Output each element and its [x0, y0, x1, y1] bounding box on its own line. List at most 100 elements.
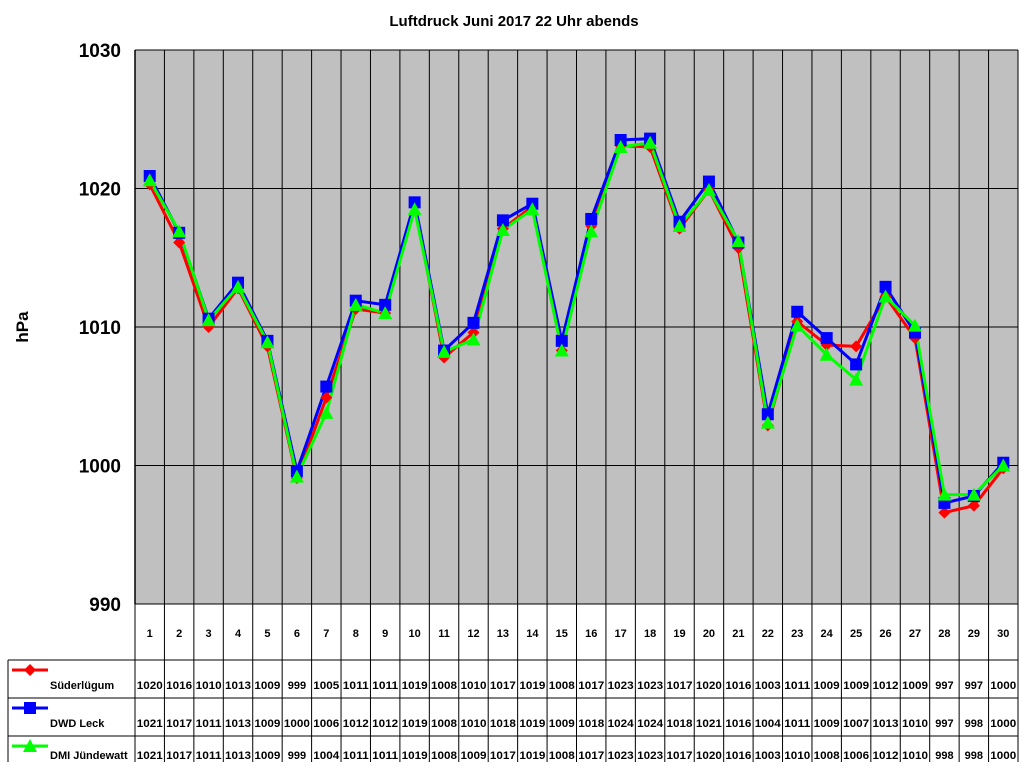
legend-label: DMI Jündewatt	[50, 750, 128, 762]
data-point-square	[585, 212, 598, 225]
data-point-diamond	[320, 391, 333, 404]
table-cell: 1011	[196, 750, 222, 762]
x-tick-label: 25	[850, 628, 862, 640]
legend-marker-square	[24, 702, 36, 714]
data-point-triangle	[731, 234, 746, 248]
x-tick-label: 13	[497, 628, 509, 640]
table-cell: 1012	[372, 718, 398, 730]
data-point-triangle	[643, 135, 658, 149]
table-cell: 1019	[402, 718, 428, 730]
data-point-square	[467, 316, 480, 329]
x-tick-label: 20	[703, 628, 715, 640]
data-point-square	[379, 298, 392, 311]
data-point-triangle	[907, 318, 922, 332]
data-point-triangle	[466, 332, 481, 346]
table-cell: 1009	[254, 718, 280, 730]
x-tick-label: 11	[438, 628, 450, 640]
data-point-triangle	[937, 487, 952, 501]
table-cell: 1023	[608, 680, 634, 692]
table-cell: 1016	[725, 750, 751, 762]
data-point-square	[496, 214, 509, 227]
table-cell: 1009	[843, 680, 869, 692]
table-cell: 1008	[431, 718, 457, 730]
table-cell: 1010	[902, 750, 928, 762]
data-point-triangle	[348, 297, 363, 311]
data-point-diamond	[173, 236, 186, 249]
table-cell: 998	[965, 750, 983, 762]
y-tick-label: 1000	[79, 457, 121, 478]
table-cell: 1003	[755, 750, 781, 762]
table-cell: 1004	[755, 718, 782, 730]
data-point-triangle	[849, 372, 864, 386]
table-cell: 1021	[137, 750, 163, 762]
x-tick-label: 18	[644, 628, 656, 640]
data-point-triangle	[554, 343, 569, 357]
table-cell: 1024	[637, 718, 664, 730]
data-point-triangle	[495, 223, 510, 237]
x-tick-label: 5	[264, 628, 270, 640]
x-tick-label: 21	[732, 628, 744, 640]
table-cell: 1010	[784, 750, 810, 762]
table-cell: 999	[288, 750, 306, 762]
x-tick-label: 1	[147, 628, 153, 640]
data-point-triangle	[996, 458, 1011, 472]
table-cell: 1020	[696, 750, 722, 762]
table-cell: 1013	[873, 718, 899, 730]
table-cell: 1019	[519, 680, 545, 692]
x-tick-label: 19	[673, 628, 685, 640]
table-cell: 1012	[873, 680, 899, 692]
table-cell: 1012	[343, 718, 369, 730]
table-cell: 1013	[225, 750, 251, 762]
data-point-square	[320, 380, 333, 393]
table-cell: 999	[288, 680, 306, 692]
table-cell: 1017	[667, 750, 693, 762]
data-point-square	[791, 305, 804, 318]
table-cell: 1021	[137, 718, 163, 730]
x-tick-label: 10	[408, 628, 420, 640]
x-tick-label: 3	[206, 628, 212, 640]
data-point-triangle	[701, 182, 716, 196]
legend-label: DWD Leck	[50, 718, 105, 730]
table-cell: 997	[965, 680, 983, 692]
table-cell: 1018	[578, 718, 604, 730]
data-point-triangle	[760, 415, 775, 429]
table-cell: 1009	[814, 718, 840, 730]
table-cell: 1011	[784, 680, 810, 692]
table-cell: 1011	[784, 718, 810, 730]
table-cell: 1019	[402, 750, 428, 762]
table-cell: 1017	[490, 680, 516, 692]
table-cell: 1011	[196, 718, 222, 730]
table-cell: 997	[935, 718, 953, 730]
table-cell: 1017	[166, 750, 192, 762]
x-tick-label: 6	[294, 628, 300, 640]
data-point-square	[850, 358, 863, 371]
data-point-triangle	[142, 173, 157, 187]
table-cell: 997	[935, 680, 953, 692]
table-cell: 1017	[166, 718, 192, 730]
table-cell: 1018	[667, 718, 693, 730]
chart-title: Luftdruck Juni 2017 22 Uhr abends	[389, 13, 638, 30]
data-point-triangle	[289, 469, 304, 483]
table-cell: 1018	[490, 718, 516, 730]
data-point-triangle	[525, 202, 540, 216]
x-tick-label: 28	[938, 628, 950, 640]
data-point-square	[879, 280, 892, 293]
data-point-diamond	[938, 506, 951, 519]
data-point-triangle	[260, 335, 275, 349]
data-point-triangle	[878, 289, 893, 303]
table-cell: 1010	[460, 680, 486, 692]
table-cell: 1005	[313, 680, 339, 692]
x-tick-label: 12	[467, 628, 479, 640]
table-cell: 1021	[696, 718, 722, 730]
table-cell: 1023	[637, 750, 663, 762]
x-tick-label: 14	[526, 628, 539, 640]
table-cell: 1011	[372, 680, 398, 692]
x-tick-label: 22	[762, 628, 774, 640]
x-tick-label: 27	[909, 628, 921, 640]
data-table: 1 2 3 4 5 6 7 8 9 10 11 12 13 14 15 16 17 18 19 20 21 22 23 24 2…	[7, 603, 1018, 762]
table-cell: 1020	[137, 680, 163, 692]
data-point-triangle	[378, 306, 393, 320]
table-cell: 1020	[696, 680, 722, 692]
x-tick-label: 24	[821, 628, 834, 640]
